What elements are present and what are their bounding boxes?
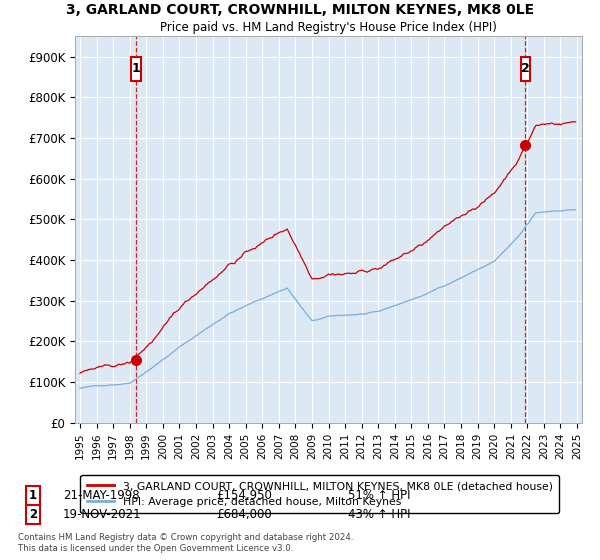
Text: 3, GARLAND COURT, CROWNHILL, MILTON KEYNES, MK8 0LE: 3, GARLAND COURT, CROWNHILL, MILTON KEYN… (66, 3, 534, 17)
Text: 19-NOV-2021: 19-NOV-2021 (63, 507, 142, 521)
FancyBboxPatch shape (131, 57, 140, 81)
Text: 2: 2 (29, 507, 37, 521)
Text: 21-MAY-1998: 21-MAY-1998 (63, 489, 140, 502)
Text: £154,950: £154,950 (216, 489, 272, 502)
Text: 43% ↑ HPI: 43% ↑ HPI (348, 507, 410, 521)
Text: 1: 1 (29, 489, 37, 502)
Text: 1: 1 (131, 62, 140, 76)
Text: £684,000: £684,000 (216, 507, 272, 521)
Text: Contains HM Land Registry data © Crown copyright and database right 2024.
This d: Contains HM Land Registry data © Crown c… (18, 533, 353, 553)
FancyBboxPatch shape (521, 57, 530, 81)
Text: 2: 2 (521, 62, 530, 76)
Title: Price paid vs. HM Land Registry's House Price Index (HPI): Price paid vs. HM Land Registry's House … (160, 21, 497, 34)
Text: 51% ↑ HPI: 51% ↑ HPI (348, 489, 410, 502)
Legend: 3, GARLAND COURT, CROWNHILL, MILTON KEYNES, MK8 0LE (detached house), HPI: Avera: 3, GARLAND COURT, CROWNHILL, MILTON KEYN… (80, 474, 559, 513)
